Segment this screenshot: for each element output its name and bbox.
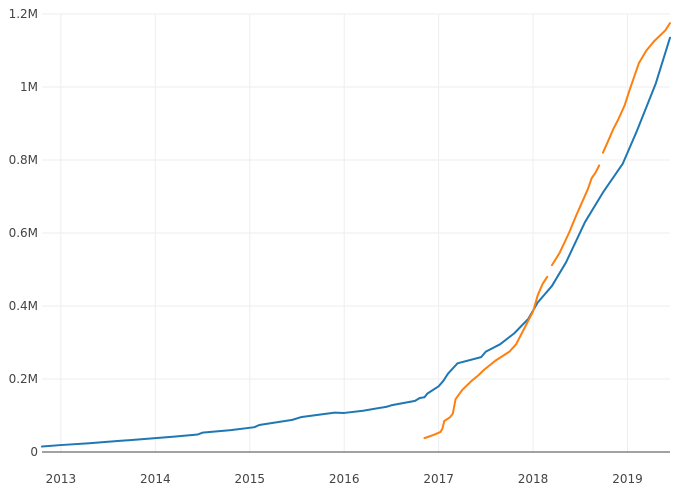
x-tick-label: 2016 — [329, 472, 360, 486]
y-tick-label: 1.2M — [9, 7, 38, 21]
y-tick-label: 0.6M — [9, 226, 38, 240]
x-tick-label: 2014 — [140, 472, 171, 486]
x-tick-label: 2018 — [518, 472, 549, 486]
series-1-line — [41, 36, 671, 448]
series-1-segment-1 — [41, 36, 671, 448]
grid-layer — [42, 13, 670, 452]
y-tick-label: 0.4M — [9, 299, 38, 313]
y-tick-label: 1M — [20, 80, 38, 94]
y-tick-label: 0.2M — [9, 372, 38, 386]
x-tick-label: 2017 — [423, 472, 454, 486]
series-2-segment-2 — [550, 164, 601, 267]
series-2-segment-1 — [423, 275, 549, 440]
axis-layer: 2013 2014 2015 2016 2017 2018 2019 0 0.2M 0.4M 0.6… — [9, 7, 670, 486]
y-tick-label: 0 — [30, 445, 38, 459]
x-tick-label: 2019 — [612, 472, 643, 486]
x-tick-label: 2015 — [234, 472, 265, 486]
series-2-segment-3 — [601, 22, 671, 154]
series-layer — [41, 22, 671, 448]
series-2-line — [423, 22, 671, 440]
x-tick-label: 2013 — [46, 472, 77, 486]
y-tick-label: 0.8M — [9, 153, 38, 167]
